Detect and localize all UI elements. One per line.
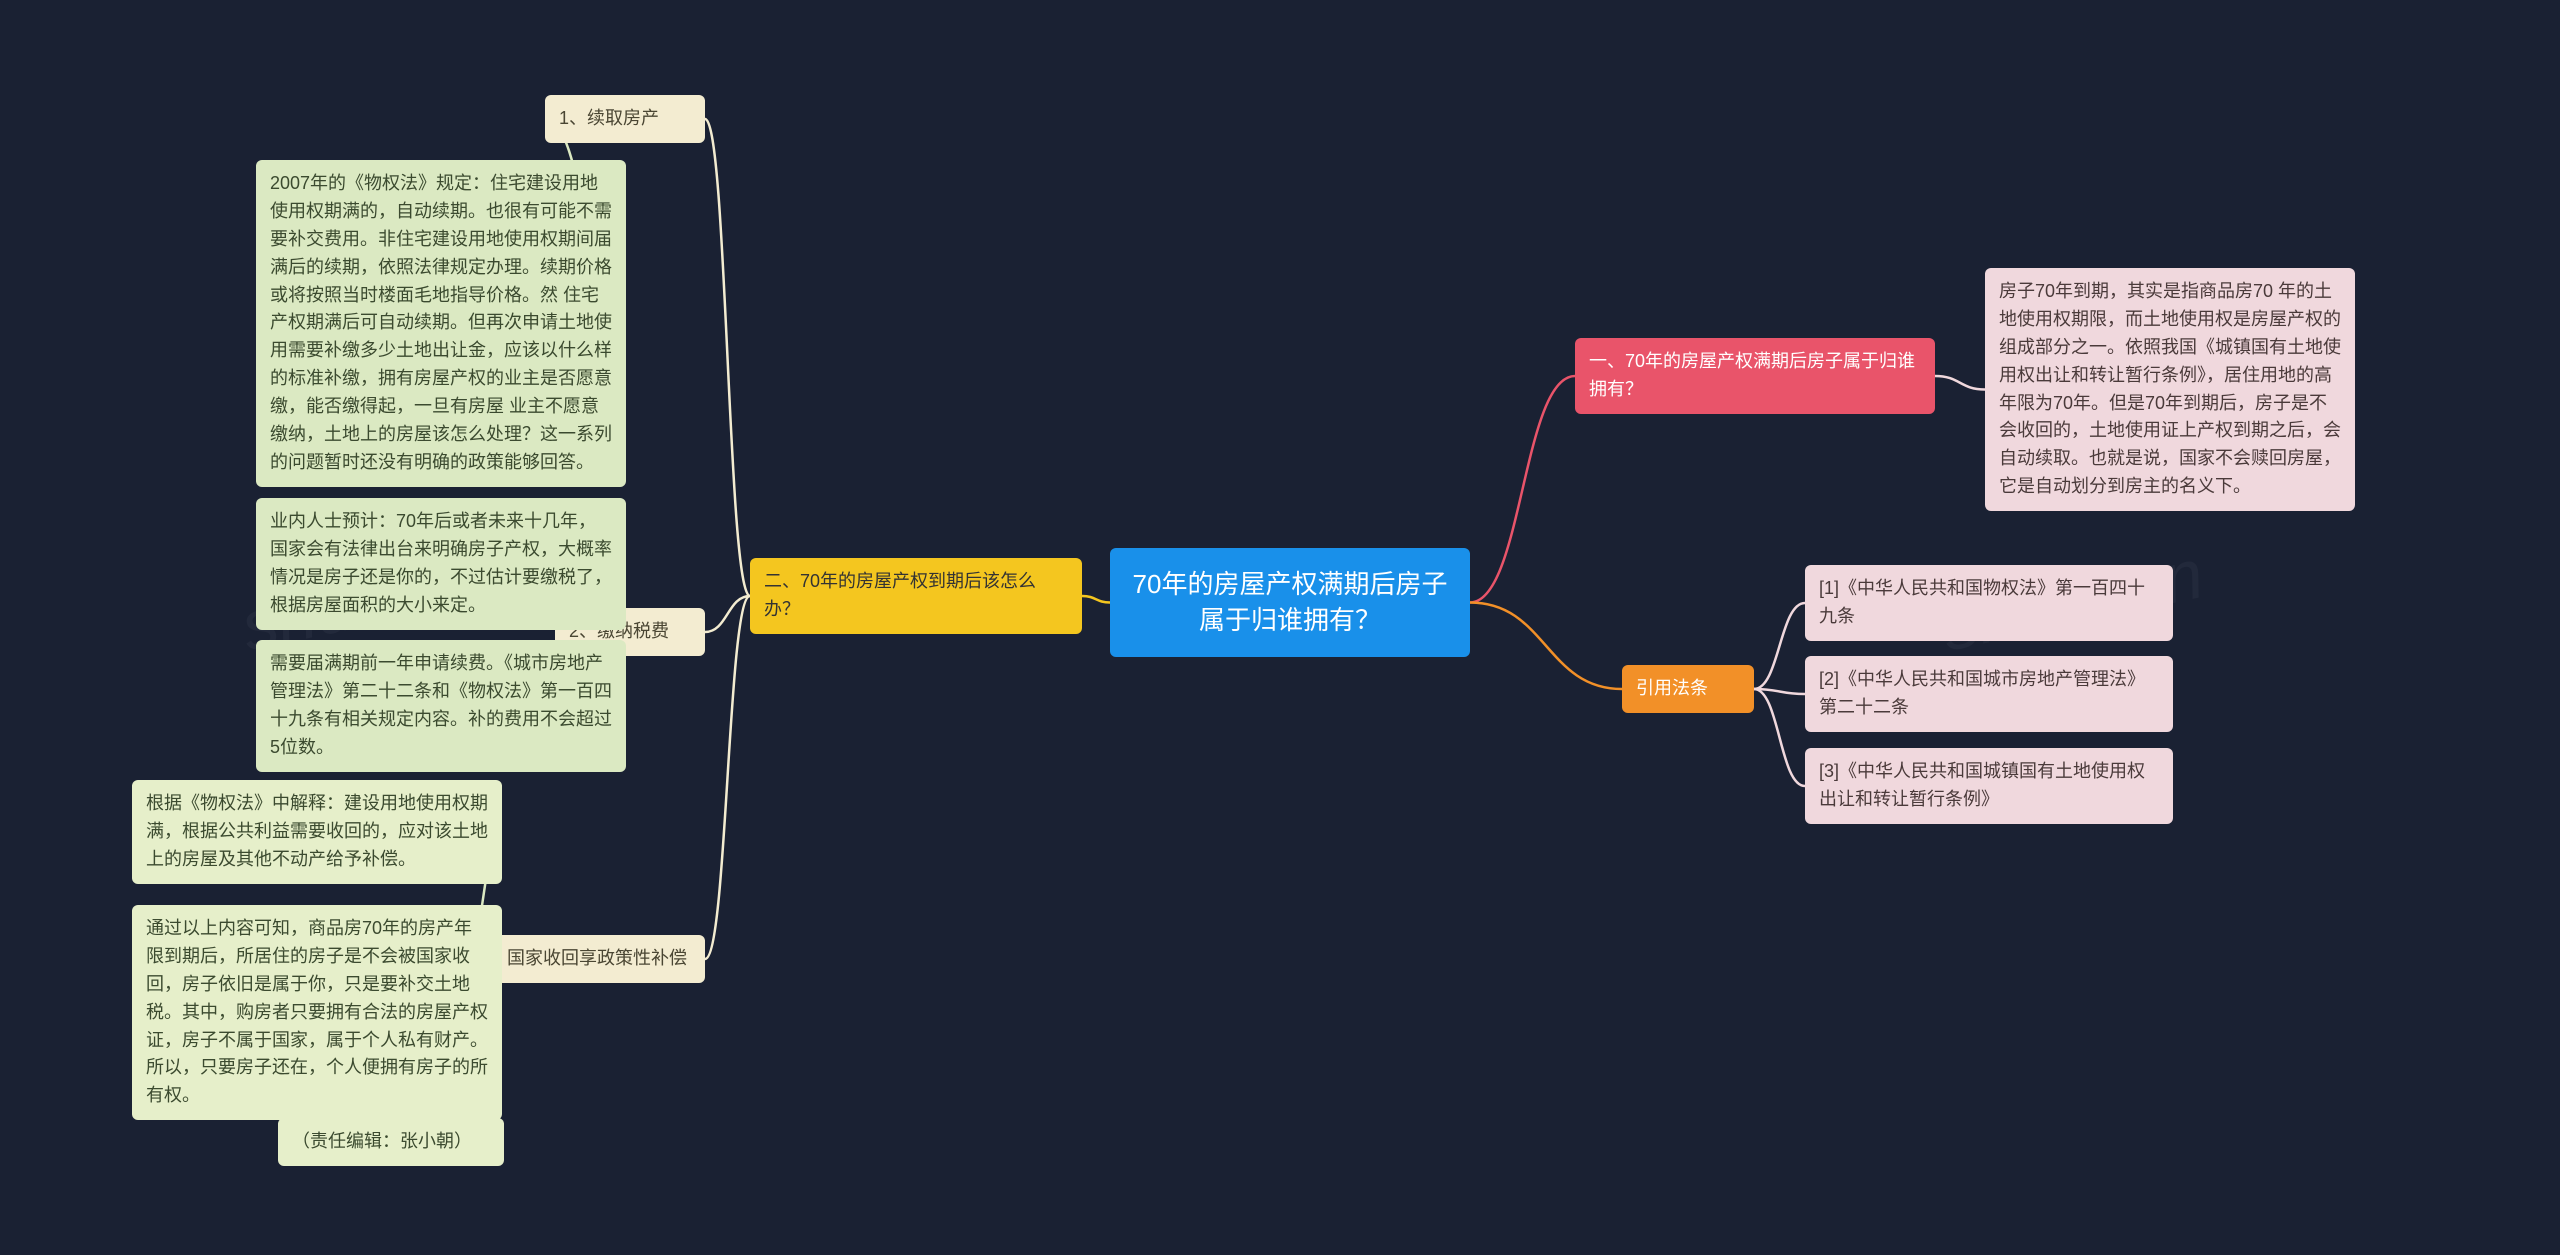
section-2-item-1-title: 1、续取房产: [545, 95, 705, 143]
section-1-title: 一、70年的房屋产权满期后房子属于归谁拥有？: [1575, 338, 1935, 414]
section-1-detail: 房子70年到期，其实是指商品房70 年的土地使用权期限，而土地使用权是房屋产权的…: [1985, 268, 2355, 511]
section-2-item-2-detail-b: 需要届满期前一年申请续费。《城市房地产管理法》第二十二条和《物权法》第一百四十九…: [256, 640, 626, 772]
section-2-item-3-editor: （责任编辑：张小朝）: [278, 1118, 504, 1166]
reference-item-1: [1]《中华人民共和国物权法》第一百四十九条: [1805, 565, 2173, 641]
section-2-item-3-detail-a: 根据《物权法》中解释：建设用地使用权期满，根据公共利益需要收回的，应对该土地上的…: [132, 780, 502, 884]
reference-item-3: [3]《中华人民共和国城镇国有土地使用权出让和转让暂行条例》: [1805, 748, 2173, 824]
section-2-item-3-detail-b: 通过以上内容可知，商品房70年的房产年限到期后，所居住的房子是不会被国家收回，房…: [132, 905, 502, 1120]
section-2-title: 二、70年的房屋产权到期后该怎么办？: [750, 558, 1082, 634]
reference-item-2: [2]《中华人民共和国城市房地产管理法》第二十二条: [1805, 656, 2173, 732]
root-node: 70年的房屋产权满期后房子属于归谁拥有？: [1110, 548, 1470, 657]
section-2-item-1-detail: 2007年的《物权法》规定：住宅建设用地使用权期满的，自动续期。也很有可能不需要…: [256, 160, 626, 487]
section-2-item-2-detail-a: 业内人士预计：70年后或者未来十几年，国家会有法律出台来明确房子产权，大概率情况…: [256, 498, 626, 630]
references-title: 引用法条: [1622, 665, 1754, 713]
